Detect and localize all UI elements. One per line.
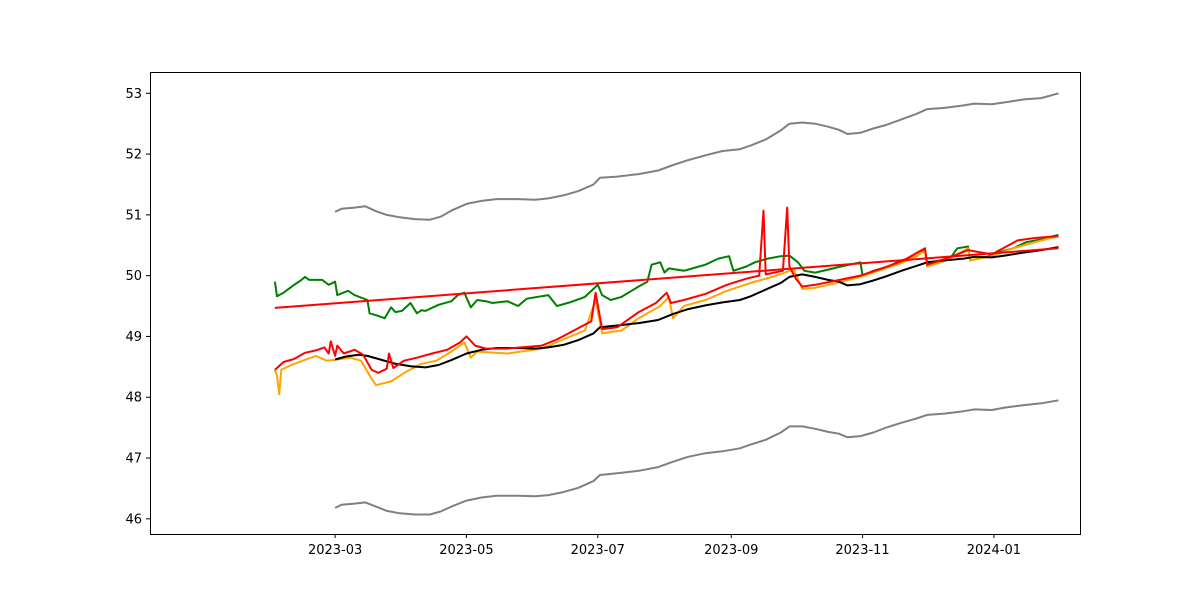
series-line-6 bbox=[274, 206, 1059, 374]
y-tick-label: 51 bbox=[125, 208, 142, 223]
y-tick-label: 50 bbox=[125, 269, 142, 284]
y-tick-label: 46 bbox=[125, 512, 142, 527]
series-line-2 bbox=[334, 399, 1059, 516]
series-line-3 bbox=[273, 233, 1059, 320]
series-line-5 bbox=[334, 246, 1059, 369]
y-tick-label: 47 bbox=[125, 452, 142, 467]
y-tick-label: 48 bbox=[125, 391, 142, 406]
y-tick-label: 52 bbox=[125, 148, 142, 163]
x-tick-label: 2024-01 bbox=[967, 543, 1021, 558]
y-tick-label: 49 bbox=[125, 330, 142, 345]
x-tick-label: 2023-03 bbox=[308, 543, 362, 558]
plot-frame bbox=[150, 72, 1081, 535]
y-tick-label: 53 bbox=[125, 87, 142, 102]
x-tick-label: 2023-09 bbox=[704, 543, 758, 558]
x-tick-label: 2023-07 bbox=[571, 543, 625, 558]
x-tick-label: 2023-05 bbox=[439, 543, 493, 558]
series-group bbox=[273, 92, 1059, 516]
axis-ticks: 46 47 48 49 50 51 52 53 2023-03 2023-05 2023-07 202… bbox=[125, 87, 1021, 558]
series-line-7 bbox=[274, 247, 1059, 309]
x-tick-label: 2023-11 bbox=[835, 543, 889, 558]
series-line-1 bbox=[334, 92, 1059, 221]
